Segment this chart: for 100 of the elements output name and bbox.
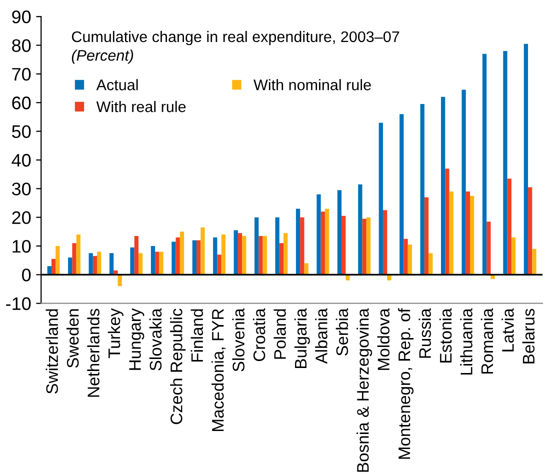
bar (130, 247, 134, 275)
x-tick-label: Switzerland (46, 309, 58, 394)
bar (337, 190, 342, 275)
bar (362, 218, 366, 275)
bar (92, 256, 98, 275)
bar (192, 240, 196, 275)
bar (217, 254, 222, 275)
bar (172, 242, 176, 275)
bar (428, 253, 433, 275)
bar (56, 246, 60, 275)
x-tick-label: Sweden (66, 309, 79, 368)
bar (400, 114, 404, 275)
bar (213, 237, 218, 275)
bar (524, 44, 528, 275)
bar (254, 217, 259, 275)
bar (159, 252, 164, 275)
y-tick-label: 0 (22, 268, 31, 282)
x-tick-label: Latvia (502, 308, 514, 352)
bar (324, 208, 330, 275)
bar (176, 237, 180, 275)
x-tick-label: Slovakia (149, 308, 162, 370)
bar (47, 266, 52, 275)
bar (221, 234, 226, 275)
x-tick-label: Slovenia (232, 308, 244, 372)
x-tick-label: Romania (480, 308, 494, 374)
bar (200, 227, 205, 275)
bar (462, 90, 466, 275)
text: Cumulative change in real expenditure, 2003–07 (72, 30, 400, 46)
bar (51, 258, 56, 275)
x-tick-label: Montenegro, Rep. of (398, 308, 414, 459)
bar (320, 212, 325, 275)
bar (358, 184, 362, 275)
y-tick-label: 30 (12, 182, 31, 196)
bar (316, 194, 321, 275)
bar (279, 243, 284, 275)
bar (68, 257, 72, 275)
bar (440, 96, 446, 275)
x-tick-label: Albania (315, 308, 328, 364)
y-tick-label: 10 (12, 240, 31, 253)
bar (155, 252, 160, 275)
bar (134, 236, 138, 275)
bar (242, 236, 246, 275)
bar (404, 238, 408, 275)
bar (76, 234, 80, 275)
x-tick-label: Bulgaria (294, 308, 310, 368)
bar (180, 232, 184, 275)
x-tick-label: Hungary (129, 308, 144, 370)
bar (258, 236, 263, 275)
bar (196, 240, 201, 275)
bar (304, 263, 308, 275)
bar (342, 216, 346, 275)
bar (72, 243, 76, 275)
bar (507, 178, 512, 275)
legend-label: Actual (96, 79, 138, 90)
bar (466, 192, 470, 275)
x-tick-label: Moldova (377, 308, 390, 370)
bar (532, 248, 536, 275)
x-tick-label: Macedonia, FYR (212, 308, 226, 431)
bar (486, 222, 491, 275)
bar (150, 246, 156, 275)
bar (420, 104, 424, 275)
bar (275, 217, 280, 275)
x-tick-label: Estonia (439, 308, 452, 362)
x-tick-label: Bosnia & Herzegovina (356, 308, 372, 472)
text: (Percent) (72, 50, 134, 64)
y-tick-label: 70 (12, 68, 31, 81)
x-tick-label: Turkey (108, 308, 124, 358)
bar (424, 197, 429, 275)
y-tick-label: 80 (12, 39, 31, 52)
bar (528, 187, 532, 275)
x-tick-label: Netherlands (87, 308, 100, 397)
bar (97, 252, 102, 275)
y-tick-label: 60 (12, 96, 31, 110)
bar (88, 253, 93, 275)
bar (366, 217, 371, 275)
bar (284, 233, 288, 275)
y-tick-label: 40 (12, 154, 31, 167)
y-tick-label: 90 (12, 10, 31, 24)
bar (382, 210, 388, 275)
x-tick-label: Croatia (252, 308, 266, 362)
x-tick-label: Poland (274, 309, 286, 359)
bar (503, 51, 508, 275)
legend-label: With real rule (96, 100, 186, 112)
bar (296, 208, 300, 275)
bar (234, 230, 238, 275)
bar (449, 192, 454, 275)
x-tick-label: Russia (418, 308, 431, 358)
x-tick-label: Lithuania (460, 308, 472, 374)
bar (109, 253, 114, 275)
x-tick-label: Belarus (522, 308, 535, 364)
bar (511, 237, 516, 275)
x-tick-label: Finland (190, 309, 204, 362)
y-tick-label: 50 (12, 125, 31, 138)
legend-label: With nominal rule (254, 79, 371, 90)
bar (470, 196, 474, 275)
bar (300, 217, 304, 275)
bar (445, 168, 450, 275)
bar (482, 54, 487, 275)
bar (238, 233, 242, 275)
y-tick-label: -10 (6, 297, 31, 310)
